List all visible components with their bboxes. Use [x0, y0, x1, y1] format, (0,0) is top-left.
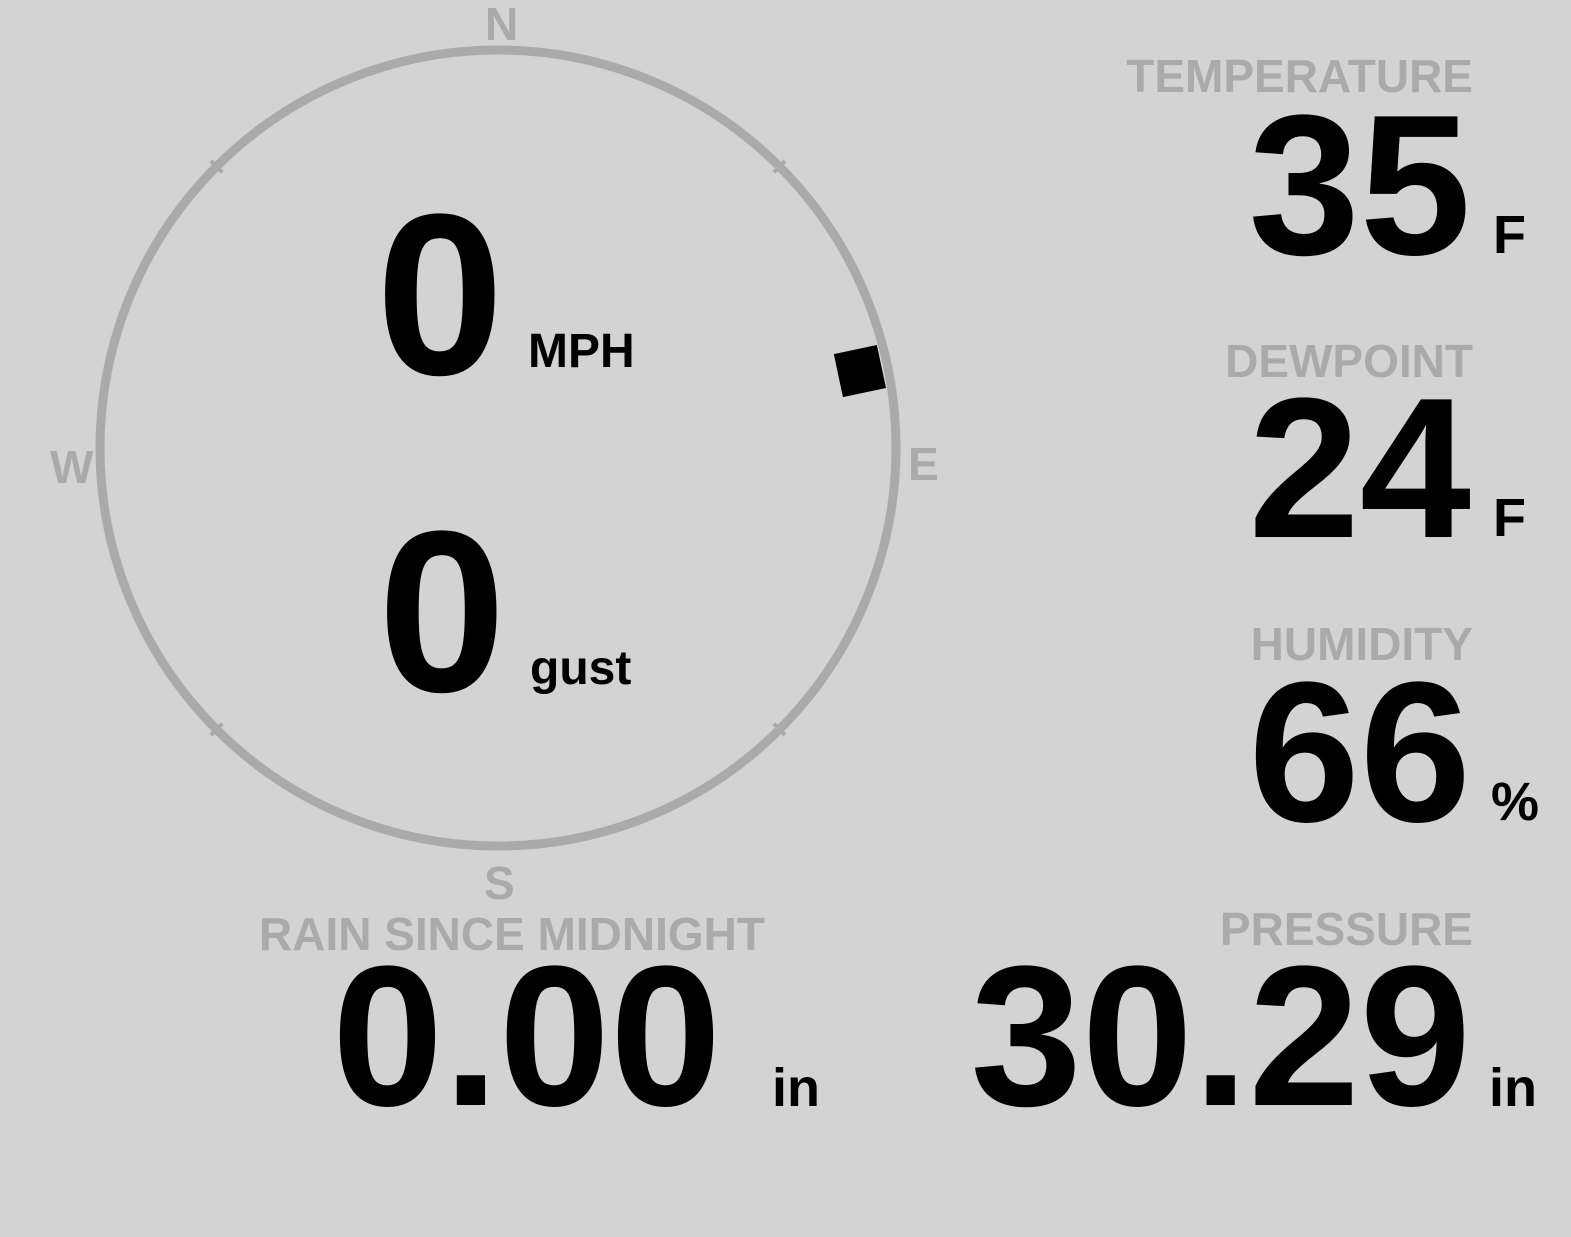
compass-north: N: [485, 0, 519, 50]
temperature-label: TEMPERATURE: [1126, 50, 1473, 102]
pressure-value: 30.29: [970, 925, 1472, 1148]
rain-label: RAIN SINCE MIDNIGHT: [259, 908, 765, 960]
compass-ring: [95, 45, 901, 851]
compass-tick: [209, 722, 224, 737]
compass-tick: [772, 722, 787, 737]
compass-ticks: [209, 159, 787, 737]
compass-tick: [209, 159, 224, 174]
wind-gust-value: 0: [378, 483, 506, 740]
pressure-unit: in: [1489, 1058, 1537, 1118]
rain-unit: in: [772, 1058, 820, 1118]
wind-speed-value: 0: [376, 166, 504, 423]
humidity-label: HUMIDITY: [1250, 618, 1473, 670]
dewpoint-label: DEWPOINT: [1225, 335, 1473, 387]
wind-direction-marker: [833, 344, 887, 398]
compass-south: S: [484, 857, 515, 909]
dewpoint-unit: F: [1493, 488, 1526, 548]
temperature-unit: F: [1493, 205, 1526, 265]
pressure-label: PRESSURE: [1219, 903, 1473, 955]
compass-east: E: [908, 438, 939, 490]
humidity-unit: %: [1491, 772, 1540, 832]
wind-gust-unit: gust: [530, 642, 632, 695]
compass-west: W: [50, 441, 94, 493]
temperature-value: 35: [1248, 74, 1471, 297]
dewpoint-value: 24: [1248, 357, 1471, 580]
humidity-value: 66: [1248, 641, 1471, 864]
compass-tick: [772, 159, 787, 174]
rain-value: 0.00: [332, 925, 722, 1148]
wind-speed-unit: MPH: [528, 325, 635, 378]
